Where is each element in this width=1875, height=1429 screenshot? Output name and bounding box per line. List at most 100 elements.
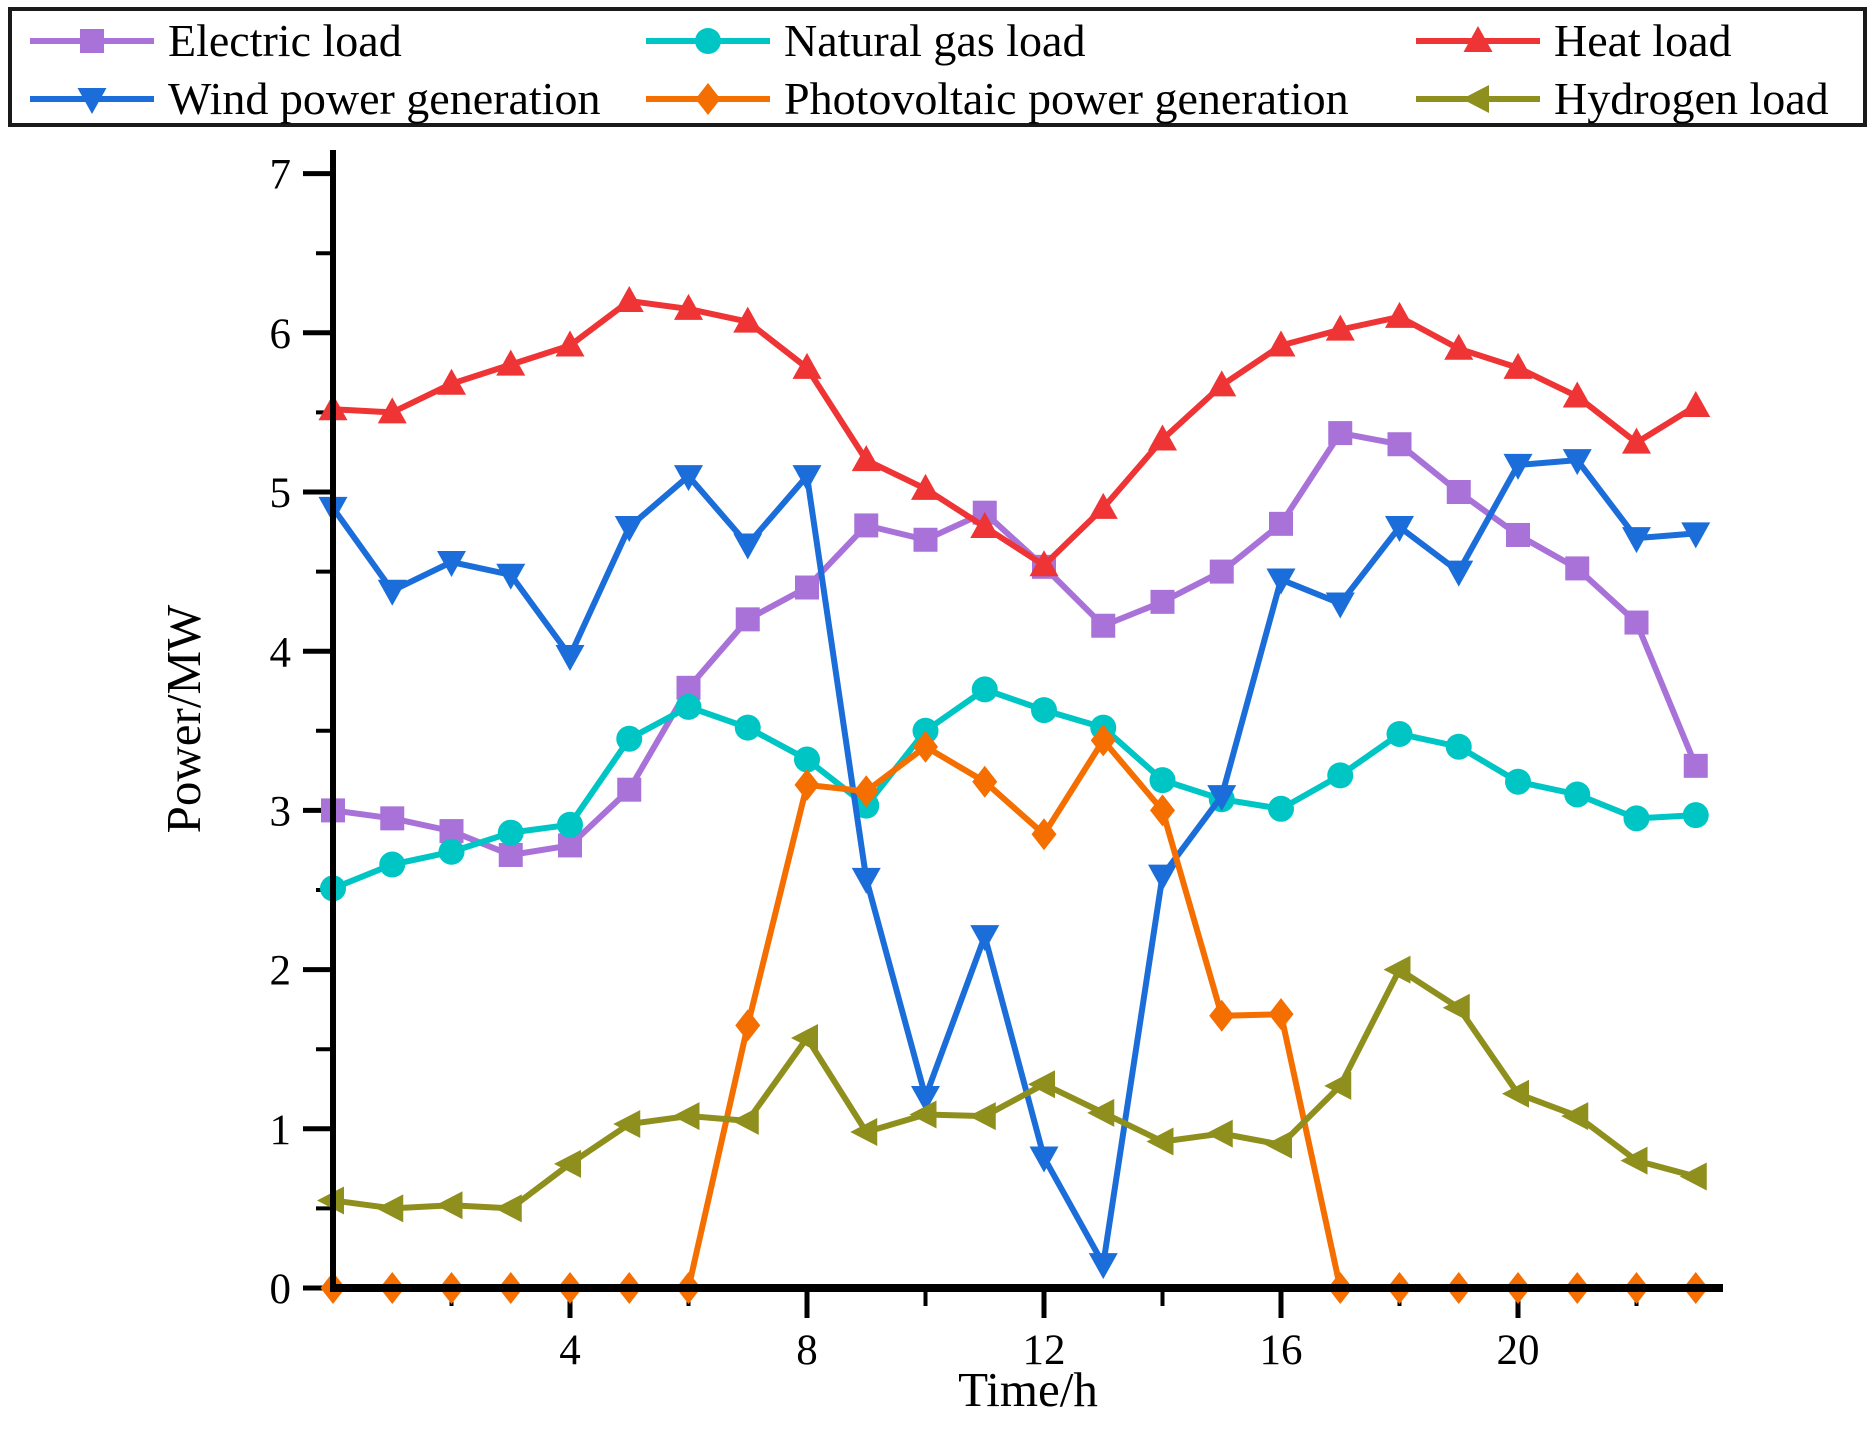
hydrogen-load-marker xyxy=(1205,1119,1233,1148)
hydrogen-load-marker xyxy=(791,1024,818,1053)
legend-label-wind-power-generation: Wind power generation xyxy=(168,73,601,124)
wind-power-generation-marker xyxy=(1029,1146,1059,1173)
wind-power-generation-marker xyxy=(555,644,585,671)
electric-load-marker xyxy=(795,575,819,600)
series-line-natural-gas-load xyxy=(331,686,1696,892)
wind-power-generation-marker xyxy=(911,1085,940,1112)
legend-swatch-hydrogen-load xyxy=(1416,85,1540,113)
hydrogen-load-marker xyxy=(850,1117,878,1146)
natural-gas-load-marker xyxy=(497,819,524,846)
hydrogen-load-marker xyxy=(1265,1130,1292,1159)
y-tick-label: 1 xyxy=(270,1107,292,1154)
legend-label-photovoltaic-power-generation: Photovoltaic power generation xyxy=(784,73,1349,124)
legend-swatch-wind-power-generation xyxy=(30,88,154,114)
x-tick-label: 8 xyxy=(796,1327,818,1374)
heat-load-marker xyxy=(851,445,881,472)
electric-load-marker xyxy=(1387,432,1412,457)
legend-item-heat-load: Heat load xyxy=(1412,15,1732,67)
natural-gas-load-marker xyxy=(616,725,643,752)
heat-load-marker xyxy=(496,349,526,376)
hydrogen-load-marker xyxy=(909,1100,937,1129)
hydrogen-load-marker xyxy=(1442,993,1470,1022)
hydrogen-load-marker xyxy=(554,1149,581,1178)
y-tick-label: 0 xyxy=(270,1266,292,1313)
x-tick-label: 20 xyxy=(1497,1327,1540,1374)
wind-power-generation-marker xyxy=(674,465,703,492)
legend-item-electric-load: Electric load xyxy=(26,15,402,67)
heat-load-marker xyxy=(911,473,940,500)
y-tick-label: 7 xyxy=(270,152,292,199)
y-axis-title: Power/MW xyxy=(156,604,211,833)
wind-power-generation-marker xyxy=(792,465,822,492)
legend-label-electric-load: Electric load xyxy=(168,15,402,66)
x-tick-label: 4 xyxy=(559,1327,581,1374)
heat-load-marker xyxy=(437,368,466,395)
electric-load-marker xyxy=(1506,522,1530,547)
photovoltaic-power-generation-legend-marker xyxy=(695,83,721,115)
wind-power-generation-marker xyxy=(1325,592,1355,619)
legend-label-natural-gas-load: Natural gas load xyxy=(784,15,1086,66)
wind-power-generation-marker xyxy=(1503,453,1533,480)
legend-item-natural-gas-load: Natural gas load xyxy=(642,15,1085,67)
y-tick-label: 3 xyxy=(270,788,292,835)
wind-power-generation-marker xyxy=(377,579,407,606)
heat-load-marker xyxy=(1148,424,1177,451)
series-line-electric-load xyxy=(332,429,1699,859)
x-tick-label: 16 xyxy=(1260,1327,1303,1374)
y-tick-label: 5 xyxy=(270,470,292,517)
heat-load-marker xyxy=(1385,301,1414,328)
photovoltaic-power-generation-marker xyxy=(913,730,938,763)
natural-gas-load-marker xyxy=(1327,762,1354,789)
electric-load-marker xyxy=(380,806,405,831)
photovoltaic-power-generation-marker xyxy=(735,1009,761,1042)
heat-load-marker xyxy=(674,293,703,320)
heat-load-marker xyxy=(733,306,763,333)
wind-power-generation-marker xyxy=(1148,864,1177,891)
heat-load-marker xyxy=(1207,370,1237,397)
y-tick-label: 4 xyxy=(270,629,292,676)
heat-load-marker xyxy=(792,352,822,379)
heat-load-marker xyxy=(1266,330,1296,357)
wind-power-generation-marker xyxy=(496,563,526,590)
legend-swatch-electric-load xyxy=(30,29,154,53)
heat-load-marker xyxy=(1029,550,1059,577)
electric-load-marker xyxy=(1209,559,1234,584)
electric-load-marker xyxy=(1624,610,1649,635)
photovoltaic-power-generation-marker xyxy=(1150,794,1175,827)
chart-legend: Electric load Natural gas load Heat load Wi… xyxy=(8,7,1867,127)
electric-load-legend-marker xyxy=(80,29,104,53)
natural-gas-load-marker xyxy=(557,811,583,838)
wind-power-generation-marker xyxy=(1088,1253,1118,1280)
electric-load-marker xyxy=(617,777,642,802)
electric-load-marker xyxy=(913,527,938,552)
legend-label-hydrogen-load: Hydrogen load xyxy=(1554,73,1829,124)
legend-swatch-natural-gas-load xyxy=(646,28,770,54)
heat-load-marker xyxy=(1562,381,1592,408)
legend-label-heat-load: Heat load xyxy=(1554,15,1732,66)
photovoltaic-power-generation-marker xyxy=(972,765,998,798)
electric-load-marker xyxy=(1269,511,1293,536)
natural-gas-load-marker xyxy=(1623,805,1650,832)
heat-load-marker xyxy=(1622,427,1651,454)
hydrogen-load-marker xyxy=(1146,1127,1174,1156)
heat-load-marker xyxy=(1681,391,1711,418)
natural-gas-load-marker xyxy=(1031,697,1057,724)
electric-load-marker xyxy=(854,513,879,538)
natural-gas-load-marker xyxy=(1505,768,1531,795)
hydrogen-load-marker xyxy=(1383,955,1411,984)
heat-load-legend-marker xyxy=(1463,26,1493,52)
hydrogen-load-marker xyxy=(672,1102,700,1131)
series-line-hydrogen-load xyxy=(332,965,1697,1212)
electric-load-marker xyxy=(1150,589,1175,614)
legend-item-wind-power-generation: Wind power generation xyxy=(26,73,600,125)
electric-load-marker xyxy=(1091,613,1116,638)
hydrogen-load-marker xyxy=(1502,1079,1529,1108)
photovoltaic-power-generation-marker xyxy=(1090,724,1116,757)
wind-power-generation-marker xyxy=(1207,785,1237,812)
hydrogen-load-marker xyxy=(1087,1098,1115,1127)
photovoltaic-power-generation-marker xyxy=(1031,818,1057,851)
wind-power-generation-marker xyxy=(614,516,644,543)
hydrogen-load-marker xyxy=(1028,1070,1055,1099)
